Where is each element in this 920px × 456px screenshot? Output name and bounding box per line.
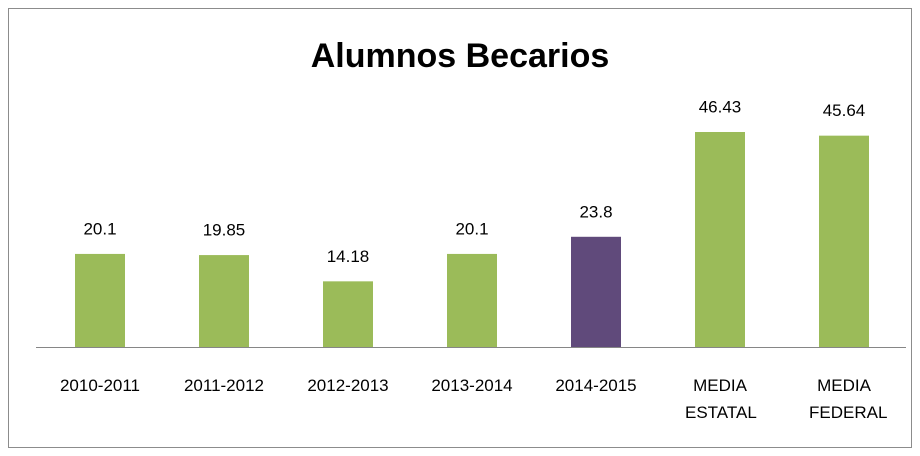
- chart-frame: [8, 8, 912, 448]
- data-label: 14.18: [327, 247, 370, 266]
- bar: [819, 135, 869, 347]
- bar: [75, 253, 125, 347]
- x-tick-label: 2014-2015: [555, 376, 637, 395]
- x-tick-label: 2013-2014: [431, 376, 513, 395]
- x-tick-label: MEDIA ESTATAL: [685, 376, 757, 422]
- x-tick-label: MEDIA FEDERAL: [809, 376, 888, 422]
- data-label: 19.85: [203, 221, 246, 240]
- data-label: 20.1: [455, 219, 488, 238]
- x-tick-label: 2012-2013: [307, 376, 389, 395]
- data-label: 46.43: [699, 97, 742, 116]
- bar: [571, 236, 621, 347]
- bar: [695, 132, 745, 347]
- bar: [447, 253, 497, 347]
- data-label: 45.64: [823, 101, 866, 120]
- bar: [323, 281, 373, 347]
- data-label: 20.1: [83, 219, 116, 238]
- data-label: 23.8: [579, 202, 612, 221]
- x-tick-label: 2010-2011: [59, 376, 141, 395]
- x-tick-label: 2011-2012: [183, 376, 265, 395]
- bar: [199, 255, 249, 347]
- chart-title: Alumnos Becarios: [311, 37, 610, 75]
